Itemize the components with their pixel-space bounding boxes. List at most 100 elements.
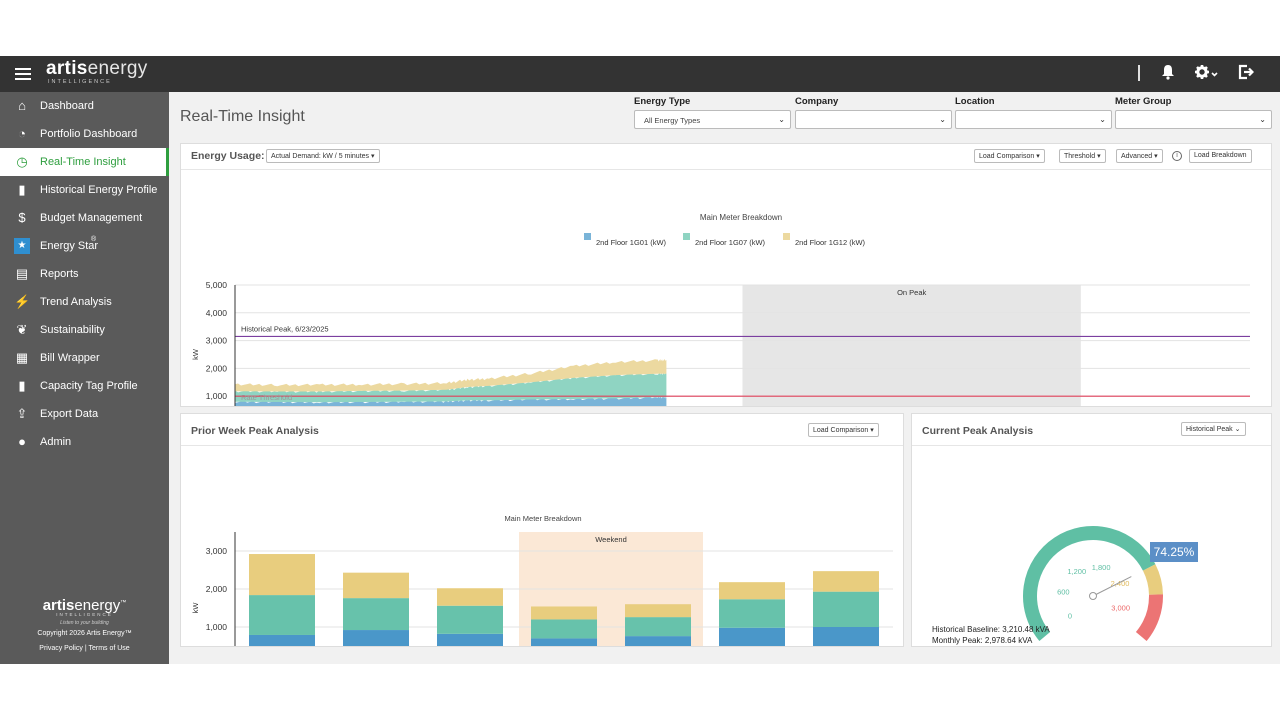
y-tick-label: 1,000	[206, 622, 228, 632]
percent-label: 74.25%	[1154, 545, 1195, 559]
sidebar-item-label: Historical Energy Profile	[40, 184, 158, 196]
info-icon[interactable]: i	[1172, 151, 1182, 161]
location-label: Location	[955, 96, 995, 107]
sidebar-item-label: Reports	[40, 268, 79, 280]
sidebar-item-export-data[interactable]: ⇪ Export Data	[0, 400, 169, 428]
lightning-icon: ⚡	[14, 294, 31, 309]
bar-segment	[813, 627, 879, 646]
sidebar-item-label: Capacity Tag Profile	[40, 380, 138, 392]
energy-type-label: Energy Type	[634, 96, 691, 107]
logout-icon[interactable]	[1238, 64, 1255, 84]
bar-segment	[625, 617, 691, 637]
sidebar-item-trend-analysis[interactable]: ⚡ Trend Analysis	[0, 288, 169, 316]
sidebar-item-label: Portfolio Dashboard	[40, 128, 138, 140]
sidebar-item-portfolio-dashboard[interactable]: ◔ Portfolio Dashboard	[0, 120, 169, 148]
sidebar-item-label: Admin	[40, 436, 72, 448]
leaf-icon: ❦	[16, 322, 28, 337]
company-select[interactable]: ⌄	[795, 110, 952, 129]
gauge-tick-label: 3,000	[1111, 604, 1130, 613]
bar-segment	[531, 638, 597, 646]
caret-down-icon: ▾	[371, 153, 375, 160]
bar-segment	[249, 595, 315, 635]
chevron-down-icon: ⌄	[778, 115, 785, 124]
load-breakdown-button[interactable]: Load Breakdown	[1189, 149, 1252, 163]
bar-segment	[625, 636, 691, 646]
hamburger-menu-icon[interactable]	[14, 65, 32, 83]
threshold-label: Threshold	[1064, 153, 1096, 160]
sidebar-item-sustainability[interactable]: ❦ Sustainability	[0, 316, 169, 344]
bar-segment	[531, 619, 597, 639]
terms-of-use-link[interactable]: Terms of Use	[88, 645, 130, 652]
sidebar-item-reports[interactable]: ▤ Reports	[0, 260, 169, 288]
location-select[interactable]: ⌄	[955, 110, 1112, 129]
energy-type-value: All Energy Types	[644, 116, 701, 125]
gear-icon[interactable]	[1195, 64, 1219, 84]
percent-badge	[1150, 542, 1198, 562]
historical-peak-select[interactable]: Historical Peak ⌄	[1181, 422, 1246, 436]
company-filter: Company ⌄	[795, 96, 952, 129]
app-window: artisenergy INTELLIGENCE ⌂ Dashboard ◔ Port…	[0, 56, 1280, 664]
chevron-down-icon: ⌄	[1234, 426, 1241, 433]
caret-down-icon: ▾	[1154, 153, 1158, 160]
energy-usage-chart: Main Meter Breakdown 2nd Floor 1G01 (kW) 2…	[191, 213, 1250, 406]
advanced-button[interactable]: Advanced ▾	[1116, 149, 1163, 163]
y-tick-label: 4,000	[206, 308, 228, 318]
meter-group-select[interactable]: ⌄	[1115, 110, 1272, 129]
clock-icon: ◷	[16, 154, 28, 169]
sidebar-item-energy-star[interactable]: ★ Energy Star ®	[0, 232, 169, 260]
brand-logo[interactable]: artisenergy	[46, 58, 148, 79]
sidebar-item-bill-wrapper[interactable]: ▦ Bill Wrapper	[0, 344, 169, 372]
sidebar-item-label: Real-Time Insight	[40, 156, 126, 168]
sidebar-item-capacity-tag-profile[interactable]: ▮ Capacity Tag Profile	[0, 372, 169, 400]
bar-segment	[531, 606, 597, 620]
caret-down-icon: ▾	[1097, 153, 1101, 160]
bell-icon[interactable]	[1161, 64, 1175, 84]
y-tick-label: 3,000	[206, 336, 228, 346]
bar-segment	[719, 627, 785, 646]
threshold-line-label: Historical Peak, 6/23/2025	[241, 324, 329, 333]
sidebar-footer: artisenergy™ INTELLIGENCE Listen to your…	[0, 597, 169, 652]
card-header-divider	[181, 445, 903, 446]
sidebar-item-budget-management[interactable]: $ Budget Management	[0, 204, 169, 232]
toolbar-separator	[1138, 65, 1140, 81]
prior-week-load-comparison-label: Load Comparison	[813, 427, 869, 434]
privacy-policy-link[interactable]: Privacy Policy	[39, 645, 83, 652]
user-icon: ●	[18, 434, 26, 449]
legend-swatch	[783, 233, 790, 240]
weekend-label: Weekend	[595, 535, 627, 544]
sidebar-item-admin[interactable]: ● Admin	[0, 428, 169, 456]
bar-segment	[813, 571, 879, 592]
legend-label: 2nd Floor 1G01 (kW)	[596, 238, 667, 247]
brand-logo-subtitle: INTELLIGENCE	[48, 79, 112, 85]
footer-logo-subtitle: INTELLIGENCE	[56, 612, 113, 617]
threshold-button[interactable]: Threshold ▾	[1059, 149, 1106, 163]
y-axis-title: kW	[191, 602, 200, 614]
load-comparison-button[interactable]: Load Comparison ▾	[974, 149, 1045, 163]
sidebar-item-historical-energy-profile[interactable]: ▮ Historical Energy Profile	[0, 176, 169, 204]
bar-segment	[813, 591, 879, 627]
capacity-chart-icon: ▮	[18, 378, 26, 393]
gauge-band-mid	[1142, 564, 1163, 595]
gauge-tick-label: 2,400	[1111, 579, 1130, 588]
sidebar-item-real-time-insight[interactable]: ◷ Real-Time Insight	[0, 148, 169, 176]
prior-week-load-comparison-button[interactable]: Load Comparison ▾	[808, 423, 879, 437]
caret-down-icon: ▾	[870, 427, 874, 434]
energy-type-select[interactable]: All Energy Types ⌄	[634, 110, 791, 129]
home-icon: ⌂	[18, 98, 26, 113]
company-label: Company	[795, 96, 839, 107]
bar-segment	[719, 599, 785, 628]
energy-star-icon: ★	[14, 238, 30, 254]
y-tick-label: 3,000	[206, 546, 228, 556]
bill-icon: ▦	[15, 350, 29, 365]
area-series	[235, 359, 667, 392]
y-tick-label: 2,000	[206, 584, 228, 594]
current-peak-title: Current Peak Analysis	[922, 425, 1034, 437]
legend-label: 2nd Floor 1G07 (kW)	[695, 238, 766, 247]
historical-baseline: Historical Baseline: 3,210.48 kVA	[932, 625, 1050, 634]
demand-select[interactable]: Actual Demand: kW / 5 minutes ▾	[266, 149, 380, 163]
legend-label: 2nd Floor 1G12 (kW)	[795, 238, 866, 247]
report-icon: ▤	[15, 266, 29, 281]
historical-peak-value: Historical Peak	[1186, 426, 1233, 433]
sidebar-item-dashboard[interactable]: ⌂ Dashboard	[0, 92, 169, 120]
advanced-label: Advanced	[1121, 153, 1153, 160]
